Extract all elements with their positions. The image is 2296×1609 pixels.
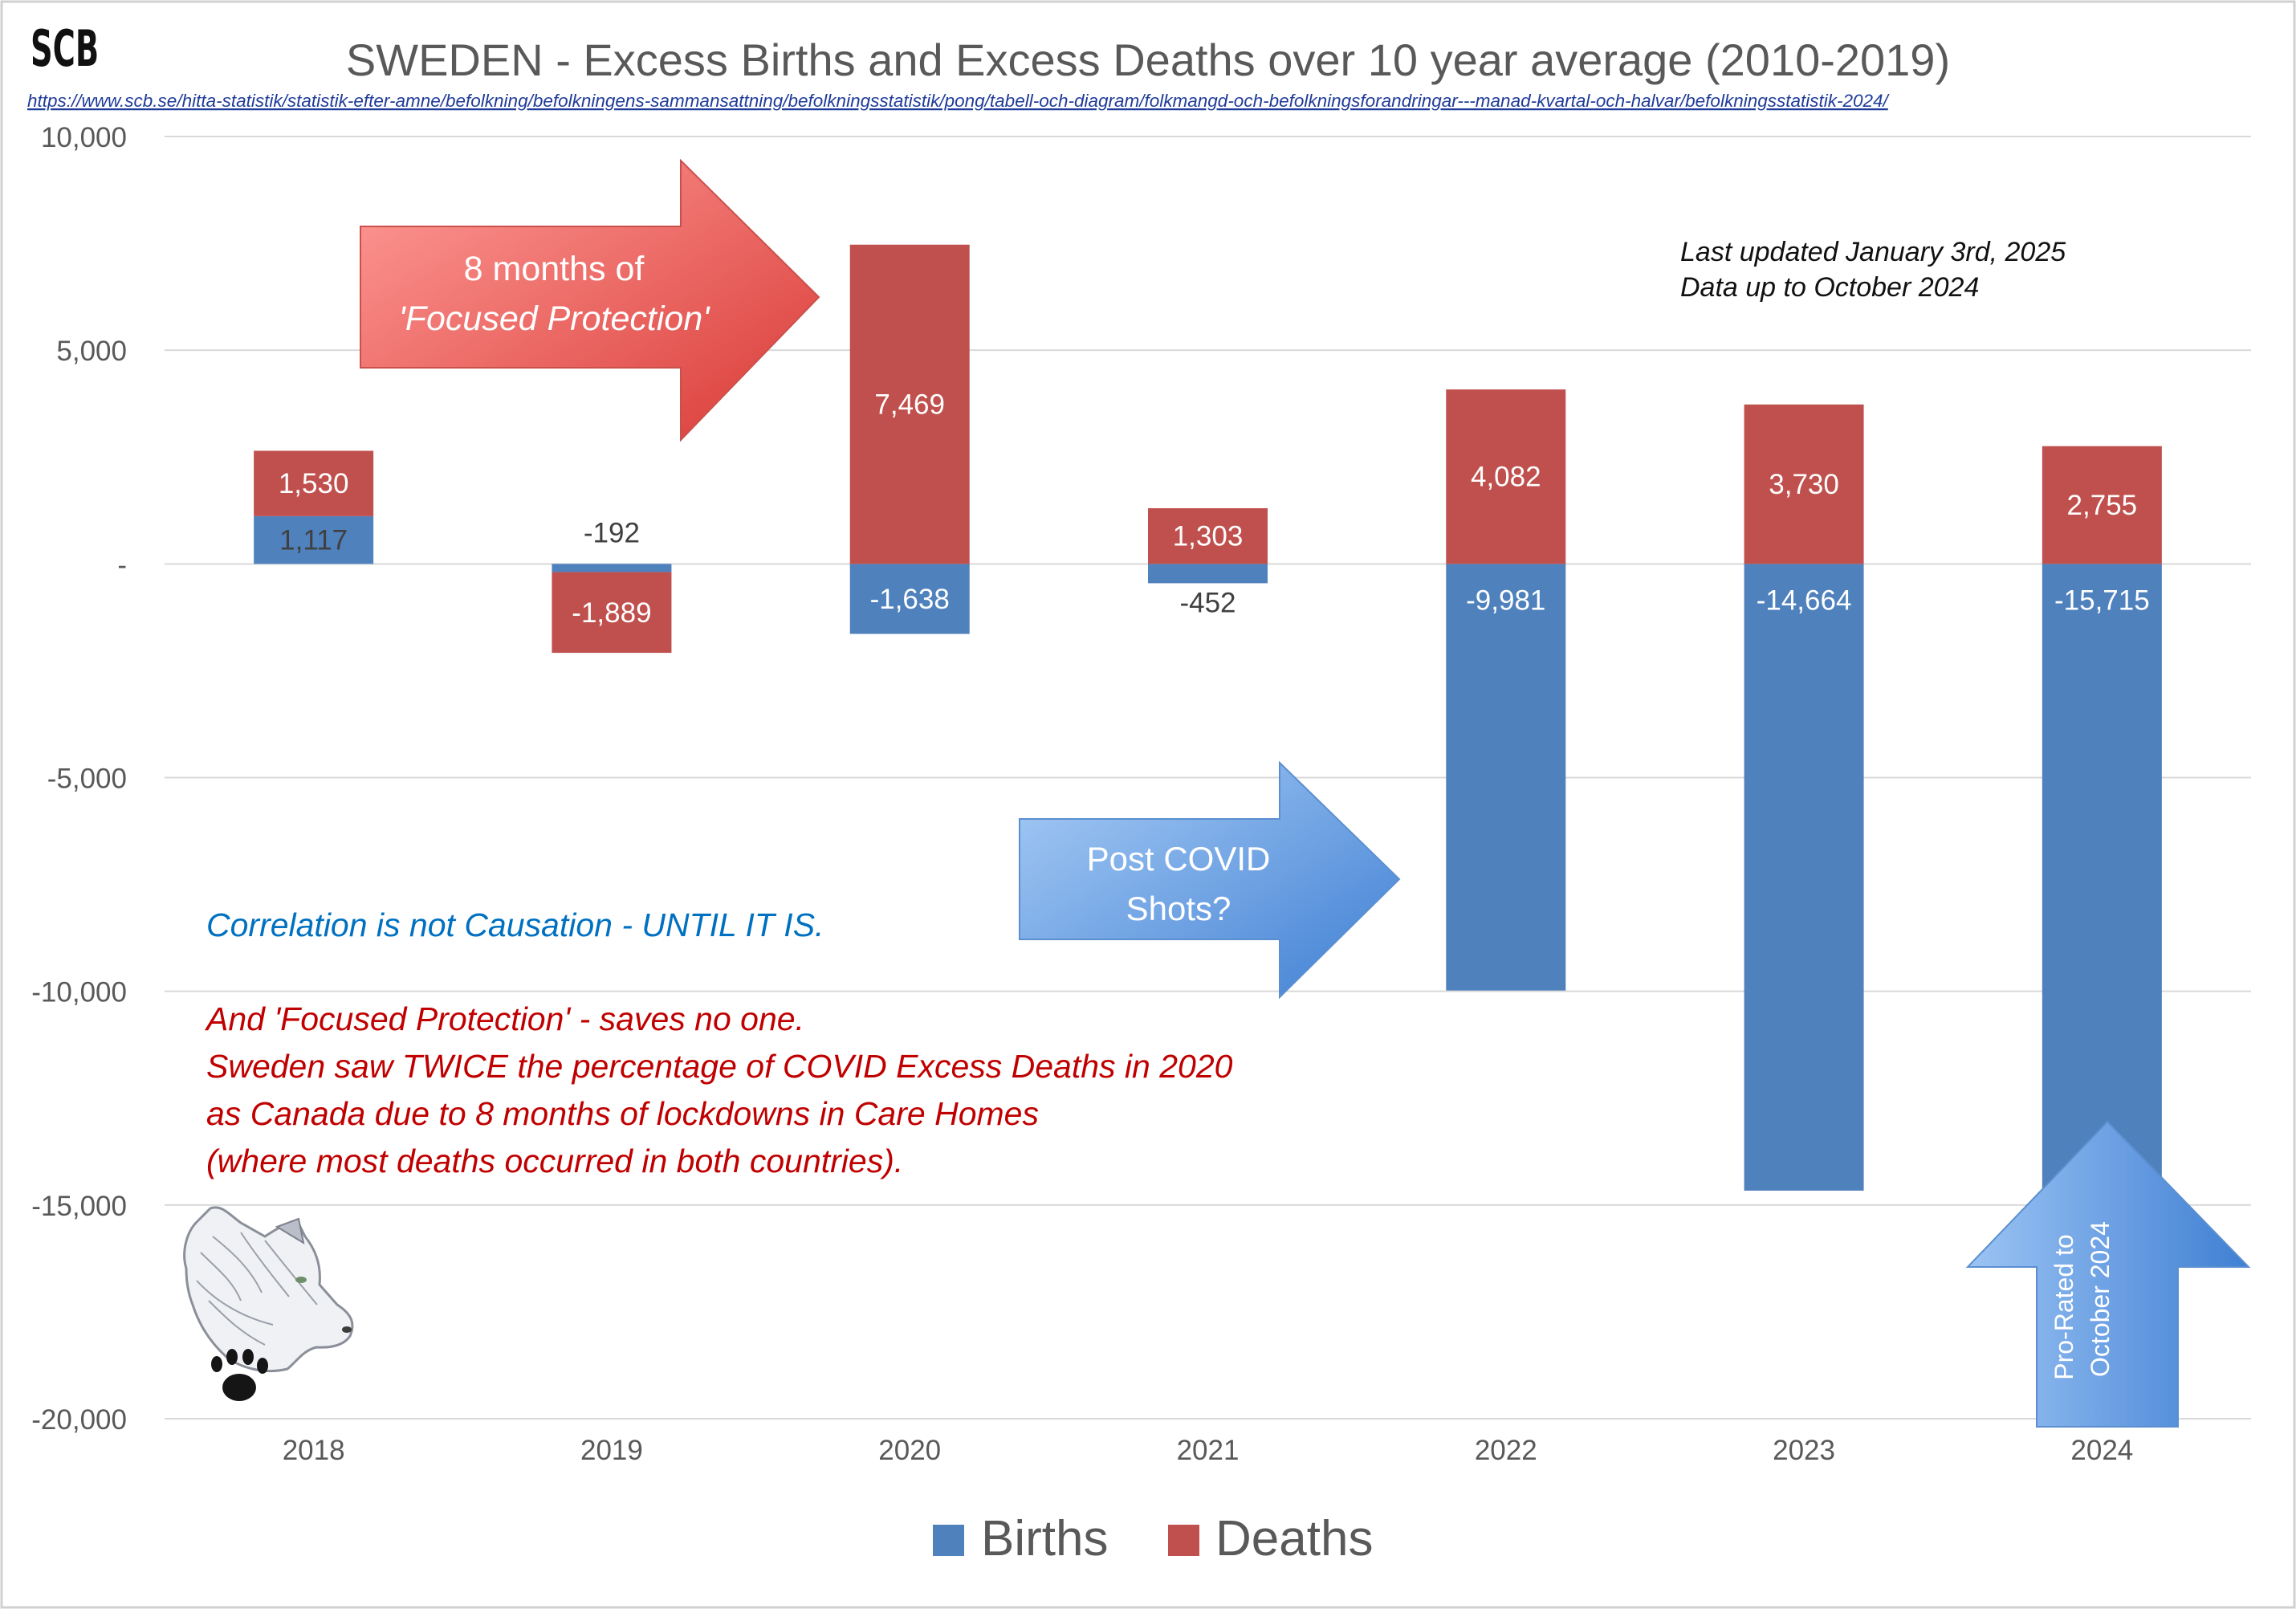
paw-toe-2	[226, 1349, 238, 1365]
data-label: 2,755	[2067, 490, 2138, 521]
bars	[254, 244, 2162, 1236]
y-axis-tick-labels: 10,000 5,000 - -5,000 -10,000 -15,000 -20,000	[31, 122, 127, 1436]
paw-toe-1	[211, 1356, 222, 1372]
last-updated-note: Last updated January 3rd, 2025	[1680, 237, 2066, 267]
y-tick-label: -5,000	[47, 764, 127, 795]
blue-arrow-shape	[1019, 760, 1401, 1000]
paw-toe-4	[257, 1358, 268, 1374]
up-arrow-shape	[1965, 1120, 2251, 1428]
legend: Births Deaths	[933, 1511, 1373, 1566]
data-label: 3,730	[1769, 469, 1839, 500]
x-tick-label-2022: 2022	[1475, 1435, 1537, 1466]
focused-protection-line2: 'Focused Protection'	[399, 299, 711, 338]
correlation-note: Correlation is not Causation - UNTIL IT …	[206, 906, 824, 943]
pro-rated-line2: October 2024	[2086, 1221, 2115, 1377]
x-tick-label-2024: 2024	[2070, 1435, 2133, 1466]
focused-note-line1: And 'Focused Protection' - saves no one.	[204, 1000, 804, 1037]
legend-births-label: Births	[981, 1511, 1108, 1566]
chart-title: SWEDEN - Excess Births and Excess Deaths…	[346, 35, 1950, 85]
post-covid-line2: Shots?	[1126, 890, 1231, 927]
bar-births-2019	[552, 564, 672, 572]
legend-deaths-label: Deaths	[1215, 1511, 1373, 1566]
red-arrow-shape	[360, 158, 820, 442]
data-label: -15,715	[2054, 585, 2150, 616]
source-url-link[interactable]: https://www.scb.se/hitta-statistik/stati…	[27, 91, 1891, 111]
data-labels: 1,530 1,117 -1,889 -192 7,469 -1,638 1,303 -452…	[279, 389, 2150, 629]
y-tick-label: 10,000	[41, 122, 127, 153]
data-label: -1,638	[870, 584, 950, 615]
bar-deaths-2021	[1148, 507, 1268, 564]
data-label: -452	[1179, 587, 1236, 618]
y-tick-label: -10,000	[31, 977, 127, 1008]
data-label: 1,530	[279, 468, 349, 499]
y-tick-label: -15,000	[31, 1191, 127, 1222]
wolf-head-shape	[183, 1206, 354, 1372]
data-label: 4,082	[1471, 462, 1541, 493]
y-tick-label: -20,000	[31, 1404, 127, 1436]
bar-deaths-2019	[552, 572, 672, 654]
paw-toe-3	[242, 1349, 254, 1365]
focused-protection-line1: 8 months of	[464, 250, 645, 288]
bar-deaths-2020	[849, 244, 970, 564]
pro-rated-arrow: Pro-Rated to October 2024	[1965, 1120, 2251, 1428]
focused-note-line4: (where most deaths occurred in both coun…	[206, 1143, 903, 1179]
bar-births-2024	[2042, 564, 2162, 1236]
legend-births-swatch	[933, 1525, 964, 1556]
data-range-note: Data up to October 2024	[1680, 272, 1979, 303]
focused-note-line3: as Canada due to 8 months of lockdowns i…	[206, 1095, 1039, 1132]
paw-main-pad	[222, 1374, 256, 1401]
bar-births-2020	[849, 564, 970, 634]
bar-deaths-2022	[1446, 389, 1566, 564]
post-covid-line1: Post COVID	[1087, 840, 1271, 878]
wolf-eye	[295, 1277, 307, 1283]
focused-note-line2: Sweden saw TWICE the percentage of COVID…	[206, 1048, 1233, 1085]
wolf-paw-logo-icon	[183, 1206, 354, 1401]
wolf-fur-lines	[196, 1232, 318, 1346]
data-label: -192	[584, 517, 640, 548]
x-tick-label-2020: 2020	[878, 1435, 941, 1466]
data-label: 1,117	[279, 525, 348, 556]
y-tick-label: 5,000	[56, 336, 127, 367]
bar-births-2021	[1148, 564, 1268, 584]
bar-births-2023	[1744, 564, 1864, 1191]
pro-rated-line1: Pro-Rated to	[2050, 1234, 2078, 1379]
x-axis-tick-labels: 2018 2019 2020 2021 2022 2023 2024	[283, 1435, 2134, 1466]
wolf-nose	[342, 1326, 352, 1333]
data-label: -9,981	[1466, 585, 1545, 616]
data-label: 1,303	[1173, 521, 1244, 552]
bar-deaths-2018	[254, 450, 374, 516]
bar-deaths-2023	[1744, 404, 1864, 564]
x-tick-label-2018: 2018	[283, 1435, 345, 1466]
bar-births-2022	[1446, 564, 1566, 991]
y-tick-label: -	[117, 549, 127, 580]
x-tick-label-2021: 2021	[1177, 1435, 1240, 1466]
x-tick-label-2023: 2023	[1773, 1435, 1835, 1466]
post-covid-arrow: Post COVID Shots?	[1019, 760, 1401, 1000]
x-tick-label-2019: 2019	[580, 1435, 643, 1466]
data-label: 7,469	[874, 389, 945, 421]
bar-births-2018	[254, 515, 374, 564]
bar-deaths-2024	[2042, 446, 2162, 564]
legend-deaths-swatch	[1168, 1525, 1199, 1556]
data-label: -14,664	[1757, 585, 1852, 616]
data-label: -1,889	[572, 597, 651, 629]
focused-protection-arrow: 8 months of 'Focused Protection'	[360, 158, 820, 442]
scb-logo: SCB	[31, 21, 99, 79]
wolf-ear	[275, 1217, 305, 1245]
